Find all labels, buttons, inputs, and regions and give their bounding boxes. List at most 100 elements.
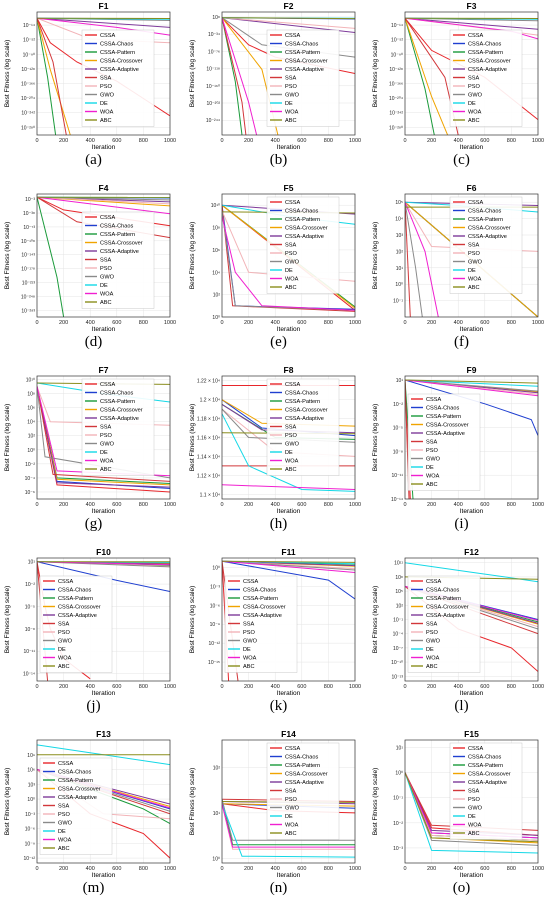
legend-label: CSSA-Pattern bbox=[243, 596, 278, 602]
x-tick-label: 1000 bbox=[532, 866, 544, 872]
x-tick-label: 0 bbox=[35, 502, 38, 508]
legend-label: DE bbox=[58, 647, 66, 653]
series-line-abc bbox=[405, 772, 538, 843]
legend-label: CSSA bbox=[58, 761, 74, 767]
series-line-cssa-pattern bbox=[37, 18, 57, 135]
legend-label: GWO bbox=[426, 639, 441, 645]
legend-label: CSSA-Crossover bbox=[58, 605, 101, 611]
legend-label: ABC bbox=[468, 118, 480, 124]
y-tick-label: 10⁻⁹ bbox=[25, 841, 35, 847]
legend-label: CSSA-Adaptive bbox=[285, 67, 324, 73]
y-tick-label: 10⁻³⁸ bbox=[23, 211, 35, 217]
y-axis-label: Best Fitness (log scale) bbox=[189, 768, 196, 836]
x-tick-label: 200 bbox=[244, 320, 253, 326]
legend-label: GWO bbox=[58, 639, 73, 645]
legend-label: CSSA-Chaos bbox=[468, 42, 501, 48]
series-line-de bbox=[405, 772, 538, 854]
x-tick-label: 400 bbox=[454, 502, 463, 508]
x-tick-label: 0 bbox=[220, 866, 223, 872]
y-tick-label: 10³ bbox=[28, 782, 36, 788]
chart-title: F6 bbox=[467, 183, 477, 193]
series-line-woa bbox=[222, 216, 355, 311]
y-tick-label: 10⁸ bbox=[212, 15, 220, 21]
chart-svg: F12 10¹¹ 10⁸ 10⁵ 10² 10⁻¹ 10⁻⁴ 10⁻⁷ 10⁻¹⁰ 10⁻¹³0 2… bbox=[372, 547, 544, 696]
y-tick-label: 10⁻⁹ bbox=[210, 622, 220, 628]
legend-label: CSSA-Pattern bbox=[468, 217, 503, 223]
y-tick-label: 10² bbox=[213, 293, 221, 299]
x-tick-label: 0 bbox=[220, 320, 223, 326]
x-tick-label: 200 bbox=[244, 866, 253, 872]
legend: CSSA CSSA-Chaos CSSA-Pattern CSSA-Crossover… bbox=[449, 29, 523, 127]
x-tick-label: 1000 bbox=[532, 502, 544, 508]
y-tick-label: 10⁰ bbox=[27, 797, 35, 803]
chart-panel-f2: F2 10⁸ 10⁻³⁴ 10⁻⁷⁶ 10⁻¹¹⁸ 10⁻¹⁶⁰ 10⁻²⁰² 10⁻²⁴⁴ 0… bbox=[187, 0, 370, 182]
y-tick-label: 10⁻⁶ bbox=[25, 490, 35, 496]
legend-label: CSSA bbox=[468, 746, 484, 752]
y-axis-label: Best Fitness (log scale) bbox=[372, 768, 379, 836]
series-line-ssa bbox=[37, 386, 170, 482]
chart-panel-f1: F1 10⁻¹⁴ 10⁻⁵² 10⁻⁹⁰ 10⁻¹²⁸ 10⁻¹⁶⁶ 10⁻²⁰⁴ 10⁻²⁴… bbox=[2, 0, 185, 182]
x-tick-label: 400 bbox=[86, 320, 95, 326]
plot-frame bbox=[221, 739, 356, 864]
y-tick-label: 10⁻¹¹ bbox=[23, 649, 35, 655]
x-axis-label: Iteration bbox=[460, 144, 484, 150]
panel-caption: (a) bbox=[85, 152, 102, 168]
series-line-de bbox=[222, 413, 355, 492]
x-tick-label: 200 bbox=[244, 138, 253, 144]
x-tick-label: 1000 bbox=[532, 138, 544, 144]
y-tick-label: 10⁻⁸ bbox=[393, 449, 403, 455]
y-tick-label: 1.1 × 10⁴ bbox=[200, 492, 220, 498]
legend-label: CSSA bbox=[100, 33, 116, 39]
legend-label: DE bbox=[285, 268, 293, 274]
x-axis-label: Iteration bbox=[92, 144, 116, 150]
y-tick-label: 10⁻²⁰⁴ bbox=[21, 96, 35, 102]
legend: CSSA CSSA-Chaos CSSA-Pattern CSSA-Crossover… bbox=[266, 742, 340, 840]
y-tick-label: 10⁻³ bbox=[25, 197, 35, 203]
y-tick-label: 10⁻²⁰² bbox=[206, 101, 220, 107]
y-tick-label: 10⁻¹ bbox=[393, 299, 403, 305]
series-line-gwo bbox=[405, 379, 538, 392]
y-tick-label: 10⁻¹¹ bbox=[391, 473, 403, 479]
x-axis-label: Iteration bbox=[92, 508, 116, 514]
y-tick-label: 10⁻¹⁵ bbox=[208, 660, 220, 666]
chart-title: F5 bbox=[284, 183, 294, 193]
legend-label: DE bbox=[468, 814, 476, 820]
y-tick-label: 10⁶ bbox=[212, 248, 220, 254]
legend: CSSA CSSA-Chaos CSSA-Pattern CSSA-Crossover… bbox=[81, 29, 155, 127]
legend-label: PSO bbox=[243, 630, 255, 636]
chart-title: F1 bbox=[99, 1, 109, 11]
chart-title: F2 bbox=[284, 1, 294, 11]
x-tick-label: 0 bbox=[220, 502, 223, 508]
legend-label: ABC bbox=[100, 300, 112, 306]
legend-label: CSSA-Adaptive bbox=[468, 234, 507, 240]
legend-label: CSSA-Chaos bbox=[468, 755, 501, 761]
plot-frame bbox=[221, 557, 356, 682]
legend-label: CSSA-Adaptive bbox=[285, 780, 324, 786]
legend-label: DE bbox=[100, 450, 108, 456]
x-axis-label: Iteration bbox=[460, 690, 484, 696]
x-tick-label: 600 bbox=[112, 684, 121, 690]
y-tick-label: 10⁻¹²⁸ bbox=[389, 67, 403, 73]
x-tick-label: 400 bbox=[86, 502, 95, 508]
series-line-abc bbox=[222, 17, 355, 20]
legend-label: CSSA-Adaptive bbox=[285, 234, 324, 240]
x-tick-label: 1000 bbox=[349, 866, 361, 872]
y-tick-label: 10⁻² bbox=[393, 402, 403, 408]
legend-label: DE bbox=[100, 101, 108, 107]
chart-title: F14 bbox=[281, 729, 296, 739]
legend-label: CSSA-Adaptive bbox=[100, 416, 139, 422]
x-tick-label: 600 bbox=[480, 866, 489, 872]
series-line-cssa-pattern bbox=[405, 18, 435, 135]
y-tick-label: 1.12 × 10⁴ bbox=[197, 473, 220, 479]
series-line-cssa-adaptive bbox=[37, 386, 170, 488]
chart-panel-f11: F11 10⁰ 10⁻³ 10⁻⁶ 10⁻⁹ 10⁻¹² 10⁻¹⁵ 0 200 400 600 80… bbox=[187, 546, 370, 728]
legend-label: SSA bbox=[285, 789, 296, 795]
legend-label: GWO bbox=[426, 457, 441, 463]
legend-label: WOA bbox=[58, 656, 72, 662]
legend-box bbox=[81, 29, 155, 127]
x-tick-label: 200 bbox=[427, 684, 436, 690]
y-tick-label: 10⁻⁸ bbox=[25, 627, 35, 633]
legend-label: CSSA bbox=[426, 579, 442, 585]
legend-label: SSA bbox=[426, 622, 437, 628]
y-tick-label: 10⁻⁵ bbox=[25, 604, 35, 610]
